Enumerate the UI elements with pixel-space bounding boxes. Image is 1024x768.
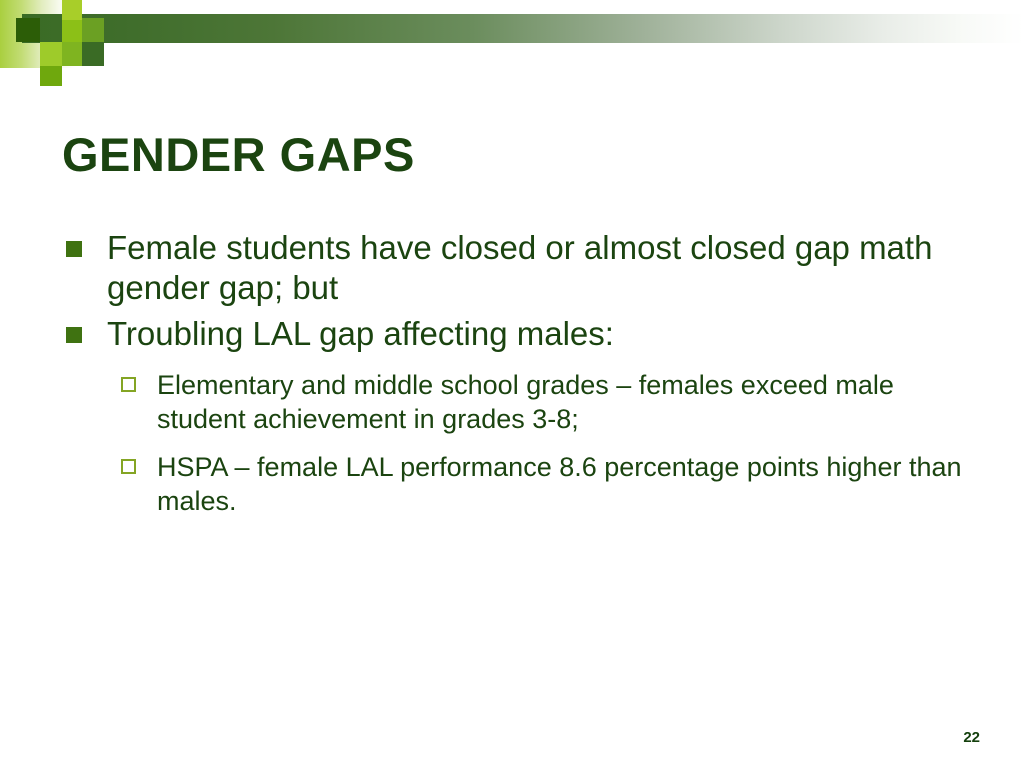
square-lime-lower-left-icon (40, 42, 62, 66)
bullet-item-level2: HSPA – female LAL performance 8.6 percen… (60, 450, 980, 518)
filled-square-bullet-icon (66, 241, 82, 257)
bullet-text: Elementary and middle school grades – fe… (157, 370, 894, 434)
bullet-item-level1: Troubling LAL gap affecting males: (60, 314, 980, 354)
square-bright-green-top-icon (62, 0, 82, 20)
bullet-text: Troubling LAL gap affecting males: (107, 315, 614, 352)
square-bright-green-mid-icon (62, 20, 82, 42)
square-green-bottom-icon (40, 66, 62, 86)
bullet-item-level1: Female students have closed or almost cl… (60, 228, 980, 308)
bullet-text: Female students have closed or almost cl… (107, 229, 933, 306)
filled-square-bullet-icon (66, 327, 82, 343)
square-dark-green-icon (16, 18, 40, 42)
hollow-square-bullet-icon (121, 459, 136, 474)
page-title: GENDER GAPS (62, 128, 415, 182)
header-gradient-bar (22, 14, 1024, 43)
slide-body: Female students have closed or almost cl… (60, 228, 980, 518)
bullet-text: HSPA – female LAL performance 8.6 percen… (157, 452, 962, 516)
hollow-square-bullet-icon (121, 377, 136, 392)
square-dark-lower-right-icon (82, 42, 104, 66)
slide-number: 22 (963, 729, 980, 746)
slide-header-decoration (0, 0, 1024, 86)
bullet-item-level2: Elementary and middle school grades – fe… (60, 368, 980, 436)
square-olive-right-icon (82, 18, 104, 42)
square-lime-lower-mid-icon (62, 42, 82, 66)
